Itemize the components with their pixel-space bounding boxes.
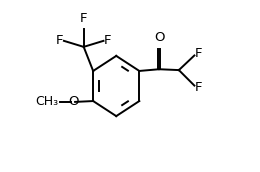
Text: CH₃: CH₃ xyxy=(36,95,59,108)
Text: F: F xyxy=(195,47,203,60)
Text: F: F xyxy=(195,81,203,94)
Text: O: O xyxy=(68,95,79,108)
Text: F: F xyxy=(104,34,112,47)
Text: F: F xyxy=(80,12,87,25)
Text: F: F xyxy=(56,34,63,47)
Text: O: O xyxy=(154,31,164,44)
